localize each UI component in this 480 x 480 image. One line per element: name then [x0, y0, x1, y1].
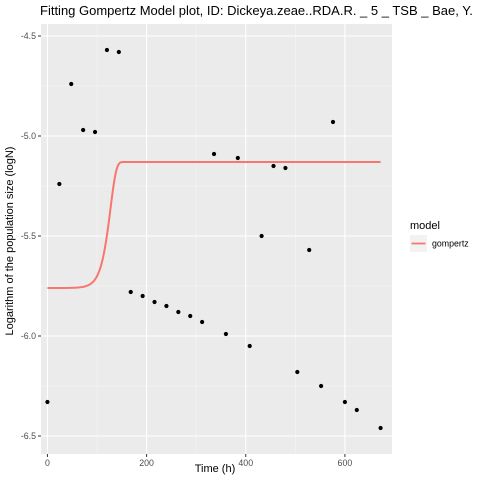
data-point — [176, 309, 181, 315]
data-point — [247, 343, 252, 349]
data-point — [319, 383, 324, 389]
data-point — [45, 399, 50, 405]
data-point — [378, 425, 383, 431]
data-point — [223, 331, 229, 337]
data-point — [295, 369, 300, 375]
data-point — [104, 47, 110, 53]
data-point — [211, 151, 217, 157]
data-point — [81, 127, 86, 133]
data-point — [69, 81, 74, 87]
data-point — [116, 49, 121, 55]
x-tick-label: 600 — [338, 458, 353, 468]
data-point — [200, 319, 205, 325]
data-point — [140, 293, 145, 299]
data-point — [354, 407, 359, 413]
y-axis: -6.5 -6.0 -5.5 -5.0 -4.5 — [21, 31, 41, 441]
y-tick-label: -5.5 — [21, 231, 36, 241]
minor-gridlines — [41, 24, 392, 454]
data-points — [45, 47, 383, 431]
data-point — [164, 303, 169, 309]
data-point — [128, 289, 133, 295]
legend: model gompertz — [410, 220, 469, 252]
data-point — [307, 247, 312, 253]
x-tick-label: 200 — [139, 458, 154, 468]
y-axis-title: Logarithm of the population size (logN) — [4, 147, 16, 336]
chart-title: Fitting Gompertz Model plot, ID: Dickeya… — [40, 3, 473, 18]
data-point — [330, 119, 336, 125]
data-point — [57, 181, 62, 187]
fit-line-layer — [47, 161, 381, 289]
data-point — [259, 233, 264, 239]
y-tick-label: -5.0 — [21, 131, 36, 141]
x-tick-label: 0 — [45, 458, 50, 468]
x-axis-title: Time (h) — [195, 463, 236, 475]
legend-label-gompertz: gompertz — [432, 239, 469, 249]
plot-panel — [41, 24, 392, 454]
gompertz-fit-line — [47, 161, 381, 289]
y-tick-label: -6.5 — [21, 431, 36, 441]
legend-title: model — [410, 220, 440, 232]
major-gridlines — [41, 24, 392, 454]
x-tick-label: 400 — [238, 458, 253, 468]
data-point — [188, 313, 193, 319]
y-tick-label: -6.0 — [21, 331, 36, 341]
data-point — [342, 399, 348, 405]
x-axis: 0 200 400 600 — [45, 454, 352, 468]
data-point — [283, 165, 288, 171]
data-point — [271, 163, 276, 169]
data-point — [92, 129, 98, 135]
data-point — [152, 299, 157, 305]
y-tick-label: -4.5 — [21, 31, 36, 41]
data-point — [235, 155, 240, 161]
